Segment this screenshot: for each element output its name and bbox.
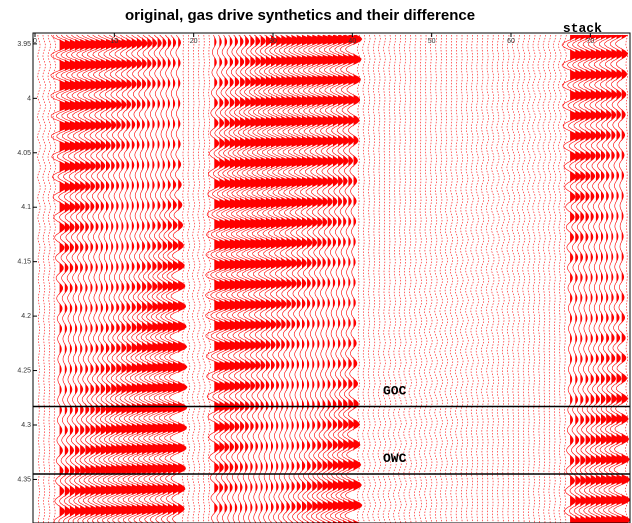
y-tick-label: 4.3 — [21, 422, 31, 429]
chart-title: original, gas drive synthetics and their… — [125, 7, 475, 24]
y-tick-label: 4.05 — [17, 150, 31, 157]
stack-label: stack — [563, 21, 602, 36]
y-tick-label: 4.25 — [17, 368, 31, 375]
y-tick-label: 4.2 — [21, 313, 31, 320]
y-tick-label: 4.1 — [21, 204, 31, 211]
x-tick-label: 20 — [190, 38, 198, 45]
x-tick-label: 30 — [269, 38, 277, 45]
y-tick-label: 4 — [27, 95, 31, 102]
contact-label: GOC — [383, 383, 407, 398]
y-tick-label: 4.35 — [17, 476, 31, 483]
x-tick-label: 50 — [428, 38, 436, 45]
contact-label: OWC — [383, 451, 407, 466]
x-tick-label: 40 — [348, 38, 356, 45]
x-tick-label: 60 — [507, 38, 515, 45]
x-tick-label: 70 — [586, 38, 594, 45]
figure: original, gas drive synthetics and their… — [0, 0, 632, 523]
y-tick-label: 4.15 — [17, 259, 31, 266]
y-tick-label: 3.95 — [17, 41, 31, 48]
x-tick-label: 10 — [110, 38, 118, 45]
